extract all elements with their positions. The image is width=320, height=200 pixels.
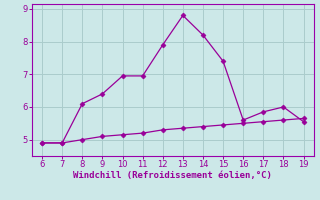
X-axis label: Windchill (Refroidissement éolien,°C): Windchill (Refroidissement éolien,°C) <box>73 171 272 180</box>
